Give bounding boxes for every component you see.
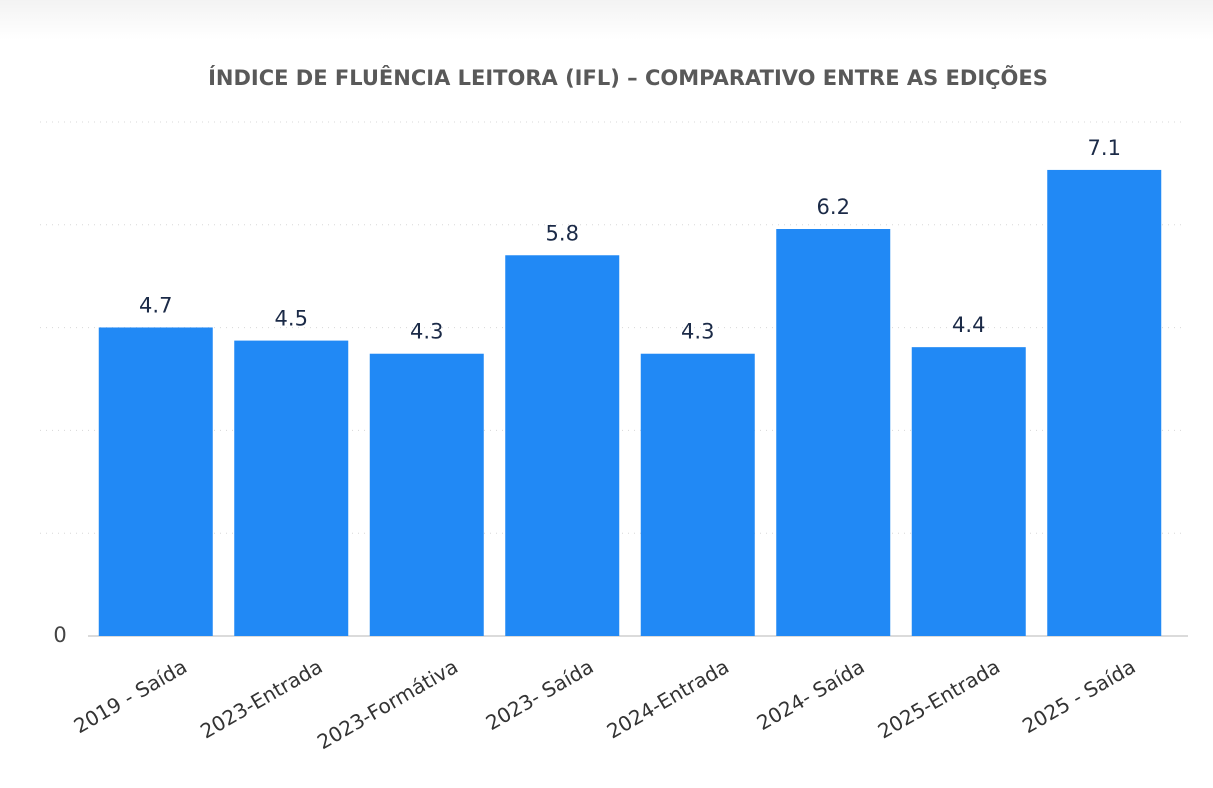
value-label: 4.3 (410, 320, 443, 344)
chart-title: ÍNDICE DE FLUÊNCIA LEITORA (IFL) – COMPA… (208, 65, 1048, 90)
bar (98, 327, 213, 636)
bar (776, 229, 891, 636)
bar (369, 353, 484, 636)
bar (234, 340, 349, 636)
bar (640, 353, 755, 636)
value-label: 4.4 (952, 313, 985, 337)
bar (505, 255, 620, 636)
card-shadow (0, 0, 1213, 40)
value-label: 6.2 (817, 195, 850, 219)
y-tick-label: 0 (53, 623, 66, 647)
value-label: 4.5 (275, 307, 308, 331)
value-label: 4.7 (139, 293, 172, 317)
bar (911, 347, 1026, 636)
value-label: 5.8 (546, 221, 579, 245)
bar (1047, 169, 1162, 636)
value-label: 4.3 (681, 320, 714, 344)
value-label: 7.1 (1088, 136, 1121, 160)
